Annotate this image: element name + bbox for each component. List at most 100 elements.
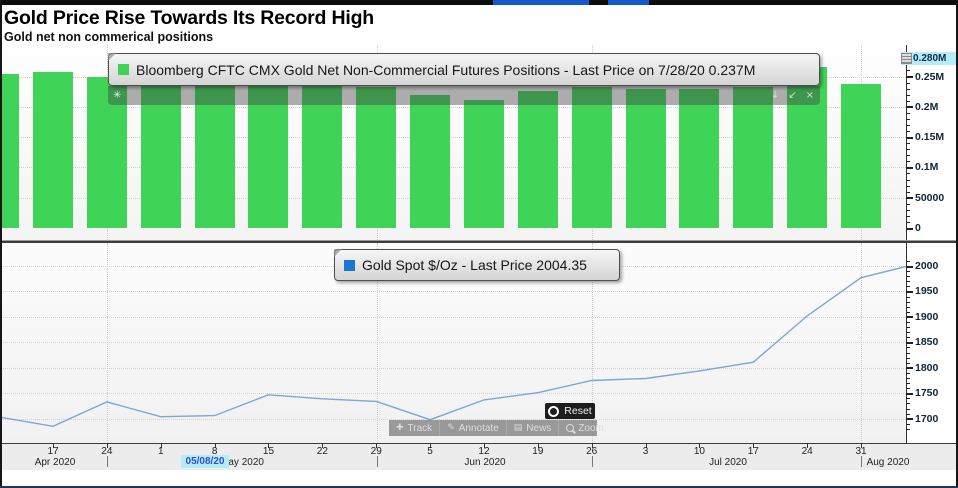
x-axis-month-label: Jul 2020 bbox=[709, 457, 747, 468]
gold-spot-price-line bbox=[0, 265, 906, 428]
month-separator bbox=[861, 456, 862, 467]
news-icon: ▤ bbox=[513, 423, 523, 433]
axis-tick bbox=[906, 337, 910, 339]
axis-tick bbox=[906, 362, 910, 364]
futures-positions-bar bbox=[625, 88, 666, 228]
axis-tick bbox=[906, 276, 910, 278]
top-chart-legend[interactable]: Bloomberg CFTC CMX Gold Net Non-Commerci… bbox=[108, 53, 820, 86]
axis-tick bbox=[906, 179, 910, 181]
gridline-horizontal bbox=[0, 106, 906, 108]
x-axis-month-label: Aug 2020 bbox=[866, 457, 910, 468]
axis-tick bbox=[906, 215, 910, 217]
x-axis-week-label: 24 bbox=[801, 446, 813, 457]
axis-tick bbox=[906, 403, 910, 405]
track-icon: ✚ bbox=[396, 423, 404, 433]
month-separator bbox=[592, 456, 593, 467]
x-axis-week-label: 3 bbox=[642, 446, 649, 457]
y-axis-label: 50000 bbox=[915, 191, 945, 204]
toolbar-item-zoom[interactable]: Zoom bbox=[559, 420, 611, 436]
x-axis-week-label: 17 bbox=[747, 446, 759, 457]
settings-gear-icon[interactable]: ✳ bbox=[113, 90, 122, 101]
bottom-legend-label: Gold Spot $/Oz - Last Price 2004.35 bbox=[362, 257, 587, 273]
x-axis-tick bbox=[537, 443, 539, 448]
panel-divider bbox=[0, 241, 958, 243]
gridline-vertical bbox=[592, 243, 593, 443]
axis-tick bbox=[906, 311, 910, 313]
crosshair-date-readout: 05/08/20 bbox=[181, 455, 229, 468]
axis-tick bbox=[906, 149, 910, 151]
x-axis-week-label: 1 bbox=[157, 446, 164, 457]
toolbar-item-label: News bbox=[526, 422, 552, 434]
futures-positions-bar bbox=[356, 86, 397, 228]
axis-tick bbox=[906, 265, 913, 268]
axis-tick bbox=[906, 423, 910, 425]
axis-tick bbox=[906, 143, 910, 145]
gridline-horizontal bbox=[0, 197, 906, 199]
axis-tick bbox=[906, 377, 910, 379]
x-axis-week-label: 19 bbox=[532, 446, 544, 457]
x-axis-month-label: Jun 2020 bbox=[464, 457, 506, 468]
axis-tick bbox=[906, 271, 910, 273]
close-icon[interactable]: × bbox=[805, 90, 814, 101]
gridline-horizontal bbox=[0, 393, 906, 395]
minimize-icon[interactable]: ↙ bbox=[788, 90, 797, 101]
x-axis-tick bbox=[376, 443, 378, 448]
y-axis-label: 2000 bbox=[915, 260, 939, 272]
x-axis-tick bbox=[699, 443, 701, 448]
gridline-horizontal bbox=[0, 291, 906, 293]
axis-tick bbox=[906, 321, 910, 323]
axis-tick bbox=[906, 367, 913, 370]
axis-tick bbox=[906, 161, 910, 163]
toolbar-item-news[interactable]: ▤ News bbox=[507, 420, 560, 436]
axis-tick bbox=[906, 88, 910, 90]
gridline-horizontal bbox=[0, 418, 906, 420]
axis-tick bbox=[906, 408, 910, 410]
axis-tick bbox=[906, 82, 910, 84]
x-axis-month-label: May 2020 bbox=[220, 457, 264, 468]
axis-tick bbox=[906, 306, 910, 308]
month-separator bbox=[107, 456, 108, 467]
x-axis-week-label: 24 bbox=[101, 446, 113, 457]
axis-tick bbox=[906, 221, 910, 223]
axis-tick bbox=[906, 100, 910, 102]
axis-tick bbox=[906, 392, 913, 395]
y-axis-label: 1750 bbox=[915, 387, 939, 400]
toolbar-item-track[interactable]: ✚ Track bbox=[389, 420, 441, 436]
x-axis-tick bbox=[106, 443, 108, 448]
axis-tick bbox=[906, 296, 910, 298]
x-axis-tick bbox=[214, 443, 216, 448]
bottom-chart-legend[interactable]: Gold Spot $/Oz - Last Price 2004.35 bbox=[334, 249, 620, 281]
axis-spinner-icon bbox=[901, 53, 912, 64]
x-axis-week-label: 15 bbox=[262, 446, 275, 457]
crosshair-value: 0.280M bbox=[913, 53, 947, 64]
futures-positions-bar bbox=[517, 91, 558, 228]
futures-positions-bar bbox=[571, 87, 612, 228]
futures-positions-bar bbox=[733, 87, 774, 228]
titlebar-accent-segment bbox=[608, 0, 649, 5]
x-axis-week-label: 22 bbox=[316, 446, 328, 457]
axis-tick bbox=[906, 106, 913, 109]
popout-icon[interactable]: ↓ bbox=[770, 90, 780, 101]
axis-tick bbox=[906, 357, 910, 359]
futures-positions-bar bbox=[410, 95, 451, 228]
y-axis-label: 1800 bbox=[915, 361, 939, 374]
futures-positions-bar bbox=[841, 84, 882, 228]
y-axis-label: 1950 bbox=[915, 285, 939, 298]
x-axis-week-label: 12 bbox=[478, 446, 490, 457]
toolbar-item-label: Zoom bbox=[578, 422, 604, 434]
axis-tick bbox=[906, 173, 910, 175]
top-chart-hover-toolbar[interactable]: ✳ ↓ ↙ × bbox=[108, 86, 820, 105]
reset-button[interactable]: Reset bbox=[545, 403, 595, 419]
axis-tick bbox=[906, 191, 910, 193]
futures-positions-bar bbox=[248, 81, 289, 228]
green-series-marker bbox=[118, 64, 129, 75]
annotate-icon: ✎ bbox=[447, 423, 455, 433]
axis-tick bbox=[906, 316, 913, 319]
x-axis-tick bbox=[807, 443, 809, 448]
toolbar-item-annotate[interactable]: ✎ Annotate bbox=[440, 420, 507, 436]
futures-positions-bar bbox=[0, 74, 20, 228]
axis-tick bbox=[906, 413, 910, 415]
axis-tick bbox=[906, 352, 910, 354]
gridline-horizontal bbox=[0, 167, 906, 169]
